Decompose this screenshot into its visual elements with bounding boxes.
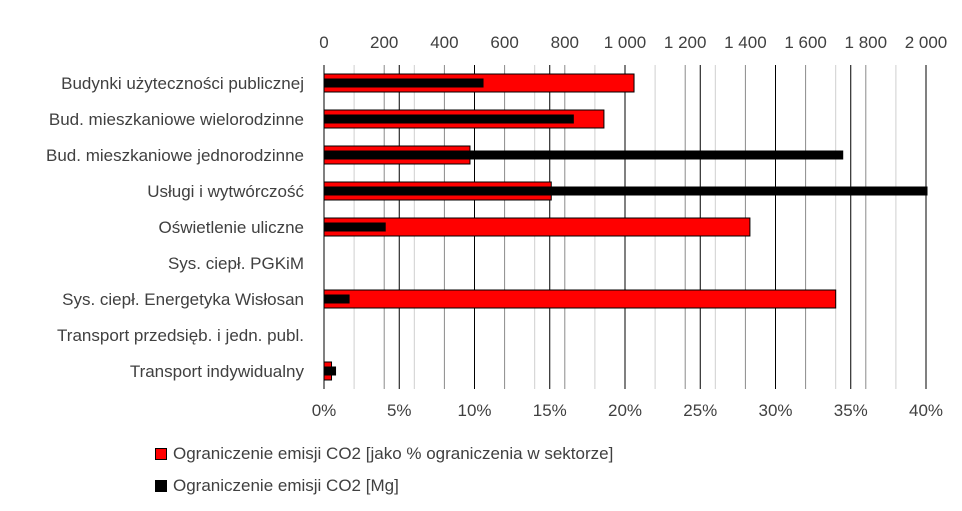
bar-mg [324,294,350,304]
legend-item-mg: Ograniczenie emisji CO2 [Mg] [155,476,399,496]
category-label: Oświetlenie uliczne [158,218,304,237]
bottom-axis-ticks: 0% 5% 10% 15% 20% 25% 30% 35% 40% [312,401,943,420]
category-labels: Budynki użyteczności publicznej Bud. mies… [46,74,304,381]
top-tick-label: 0 [319,33,328,52]
top-axis-ticks: 0 200 400 600 800 1 000 1 200 1 400 1 600 1 800 2 … [319,33,947,52]
top-tick-label: 200 [370,33,398,52]
bar-mg [324,222,386,232]
bar-percent [323,217,751,237]
bars [323,73,928,381]
category-label: Sys. ciepł. Energetyka Wisłosan [62,290,304,309]
legend-swatch-black [155,480,167,492]
bottom-tick-label: 35% [834,401,868,420]
bar-mg [324,114,574,124]
top-tick-label: 2 000 [905,33,948,52]
top-tick-label: 1 600 [784,33,827,52]
top-tick-label: 1 000 [604,33,647,52]
bottom-tick-label: 25% [683,401,717,420]
legend-item-percent: Ograniczenie emisji CO2 [jako % ogranicz… [155,444,613,464]
category-label: Budynki użyteczności publicznej [61,74,304,93]
top-tick-label: 400 [430,33,458,52]
category-label: Bud. mieszkaniowe wielorodzinne [49,110,304,129]
top-tick-label: 600 [490,33,518,52]
bar-mg [324,186,928,196]
bottom-tick-label: 10% [457,401,491,420]
legend-swatch-red [155,448,167,460]
top-tick-label: 800 [551,33,579,52]
bottom-tick-label: 40% [909,401,943,420]
bottom-tick-label: 30% [758,401,792,420]
bottom-tick-label: 15% [533,401,567,420]
legend-label-mg: Ograniczenie emisji CO2 [Mg] [173,476,399,495]
bottom-tick-label: 0% [312,401,337,420]
bottom-tick-label: 5% [387,401,412,420]
bottom-tick-label: 20% [608,401,642,420]
top-tick-label: 1 800 [845,33,888,52]
top-tick-label: 1 200 [664,33,707,52]
category-label: Bud. mieszkaniowe jednorodzinne [46,146,304,165]
category-label: Transport indywidualny [130,362,305,381]
bar-percent [323,289,837,309]
bar-mg [324,366,337,376]
category-label: Usługi i wytwórczość [147,182,304,201]
legend-label-percent: Ograniczenie emisji CO2 [jako % ogranicz… [173,444,614,463]
category-label: Transport przedsięb. i jedn. publ. [57,326,304,345]
bar-mg [324,78,484,88]
bar-mg [324,150,844,160]
category-label: Sys. ciepł. PGKiM [168,254,304,273]
top-tick-label: 1 400 [724,33,767,52]
